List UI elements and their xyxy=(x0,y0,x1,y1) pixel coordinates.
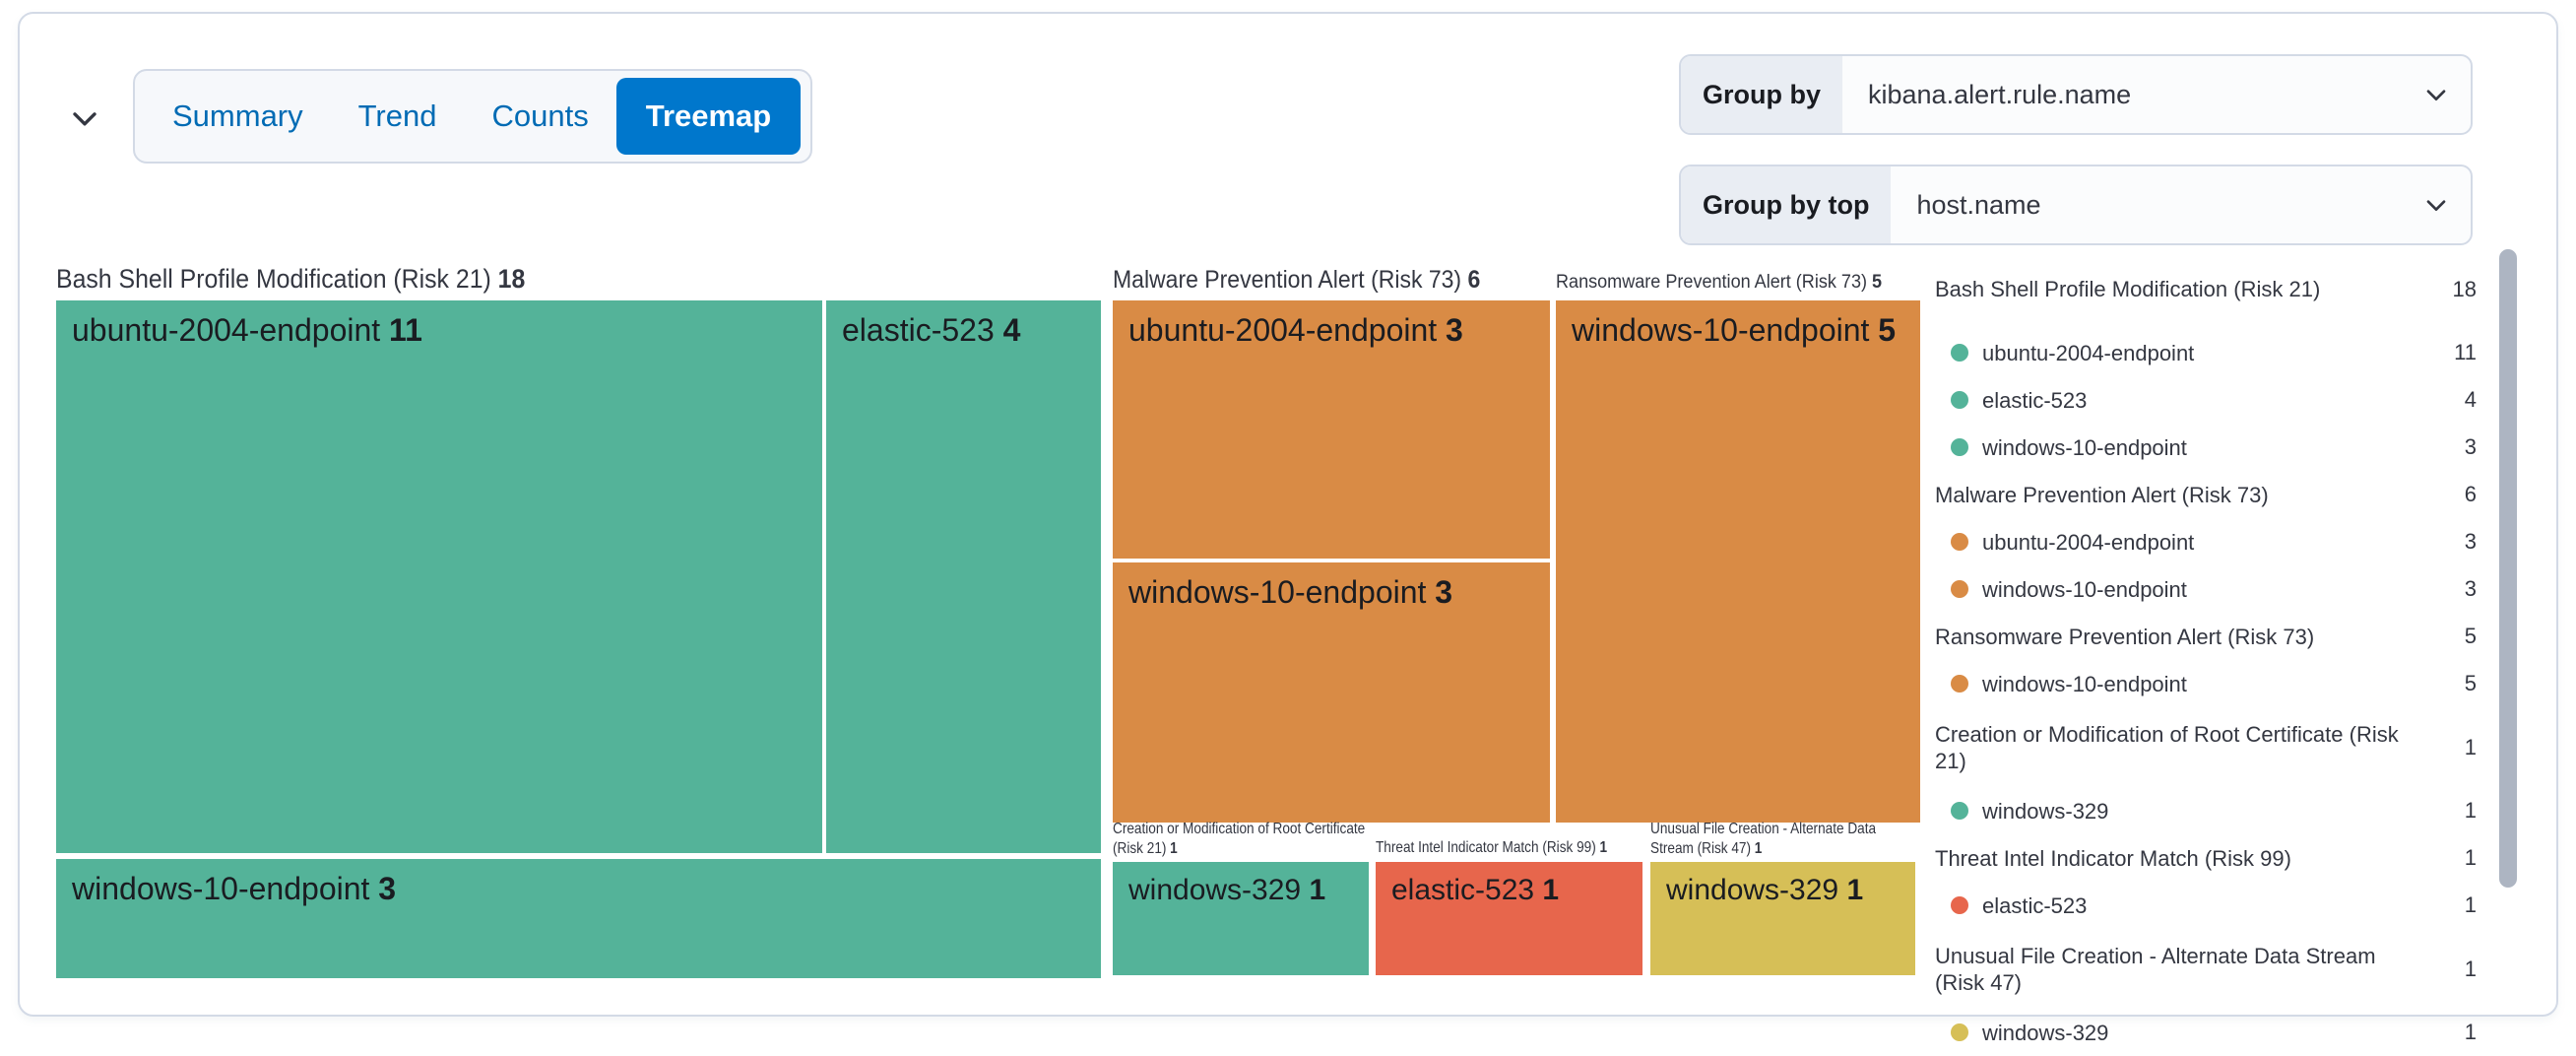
group-by-top-select: Group by top host.name xyxy=(1679,165,2473,245)
legend-color-dot-icon xyxy=(1951,344,1968,362)
treemap-group-label: Ransomware Prevention Alert (Risk 73) 5 xyxy=(1556,272,1883,293)
legend-group-row[interactable]: Malware Prevention Alert (Risk 73) 6 xyxy=(1935,471,2477,518)
treemap-cell-label: elastic-523 4 xyxy=(842,312,1021,348)
legend-group-row[interactable]: Threat Intel Indicator Match (Risk 99) 1 xyxy=(1935,834,2477,882)
treemap-cell[interactable]: windows-10-endpoint 5 xyxy=(1556,300,1920,823)
view-selector-button-group: Summary Trend Counts Treemap xyxy=(133,69,813,164)
legend-item-value: 3 xyxy=(2464,434,2477,459)
legend-color-dot-icon xyxy=(1951,533,1968,551)
treemap-cell-label: ubuntu-2004-endpoint 11 xyxy=(72,312,422,348)
treemap-cell[interactable]: windows-10-endpoint 3 xyxy=(56,859,1101,978)
legend-item-row[interactable]: windows-329 1 xyxy=(1935,1009,2477,1056)
legend-item-label: ubuntu-2004-endpoint xyxy=(1982,340,2195,365)
legend-color-dot-icon xyxy=(1951,1023,1968,1041)
legend-item-row[interactable]: windows-10-endpoint 3 xyxy=(1935,565,2477,613)
chevron-down-icon[interactable] xyxy=(2402,56,2471,133)
legend-group-value: 1 xyxy=(2464,845,2477,870)
chevron-down-icon[interactable] xyxy=(2402,166,2471,243)
group-by-value[interactable]: kibana.alert.rule.name xyxy=(1868,79,2132,109)
treemap-cell[interactable]: windows-10-endpoint 3 xyxy=(1113,562,1550,823)
tab-trend[interactable]: Trend xyxy=(331,73,465,160)
legend-group-value: 1 xyxy=(2464,956,2477,981)
treemap-group-label: Threat Intel Indicator Match (Risk 99) 1 xyxy=(1376,839,1608,856)
treemap-cell[interactable]: elastic-523 4 xyxy=(826,300,1101,853)
legend-group-value: 6 xyxy=(2464,482,2477,506)
treemap-cell-label: elastic-523 1 xyxy=(1391,874,1560,906)
treemap: Bash Shell Profile Modification (Risk 21… xyxy=(56,264,1920,978)
legend-item-label: windows-329 xyxy=(1982,798,2109,824)
tab-treemap[interactable]: Treemap xyxy=(615,78,802,155)
group-by-select: Group by kibana.alert.rule.name xyxy=(1679,54,2473,135)
legend-group-label: Unusual File Creation - Alternate Data S… xyxy=(1935,943,2376,995)
legend-item-value: 5 xyxy=(2464,671,2477,695)
group-by-top-value[interactable]: host.name xyxy=(1916,189,2041,220)
tab-counts[interactable]: Counts xyxy=(464,73,615,160)
legend-group-value: 18 xyxy=(2452,276,2477,301)
group-by-top-prepend-label: Group by top xyxy=(1681,166,1892,243)
legend-group-row[interactable]: Ransomware Prevention Alert (Risk 73) 5 xyxy=(1935,613,2477,660)
legend-item-row[interactable]: ubuntu-2004-endpoint 11 xyxy=(1935,329,2477,376)
legend-item-row[interactable]: elastic-523 4 xyxy=(1935,376,2477,424)
legend-item-label: ubuntu-2004-endpoint xyxy=(1982,529,2195,555)
legend-color-dot-icon xyxy=(1951,896,1968,914)
treemap-cell-label: windows-329 1 xyxy=(1666,874,1864,906)
legend-color-dot-icon xyxy=(1951,391,1968,409)
treemap-group-label: Bash Shell Profile Modification (Risk 21… xyxy=(56,264,526,294)
legend-group-row[interactable]: Creation or Modification of Root Certifi… xyxy=(1935,707,2477,787)
legend-item-value: 1 xyxy=(2464,892,2477,917)
legend-item-row[interactable]: windows-10-endpoint 3 xyxy=(1935,424,2477,471)
legend-color-dot-icon xyxy=(1951,675,1968,693)
legend-item-value: 1 xyxy=(2464,1020,2477,1044)
legend-group-label: Ransomware Prevention Alert (Risk 73) xyxy=(1935,624,2315,649)
group-by-prepend-label: Group by xyxy=(1681,56,1842,133)
legend-item-label: windows-10-endpoint xyxy=(1982,434,2187,460)
legend-group-label: Malware Prevention Alert (Risk 73) xyxy=(1935,482,2269,507)
legend-item-label: elastic-523 xyxy=(1982,892,2088,918)
legend-item-value: 3 xyxy=(2464,576,2477,601)
legend-item-row[interactable]: ubuntu-2004-endpoint 3 xyxy=(1935,518,2477,565)
legend-group-row[interactable]: Bash Shell Profile Modification (Risk 21… xyxy=(1935,249,2477,329)
legend-group-label: Threat Intel Indicator Match (Risk 99) xyxy=(1935,845,2291,871)
legend-item-value: 1 xyxy=(2464,798,2477,823)
legend-color-dot-icon xyxy=(1951,438,1968,456)
tab-summary[interactable]: Summary xyxy=(145,73,331,160)
legend-color-dot-icon xyxy=(1951,802,1968,820)
treemap-cell-label: ubuntu-2004-endpoint 3 xyxy=(1128,312,1463,348)
treemap-cell-label: windows-10-endpoint 3 xyxy=(1128,574,1453,610)
legend-item-label: windows-10-endpoint xyxy=(1982,576,2187,602)
treemap-group-label: Creation or Modification of Root Certifi… xyxy=(1113,821,1366,857)
legend-group-label: Creation or Modification of Root Certifi… xyxy=(1935,721,2399,773)
legend-item-value: 4 xyxy=(2464,387,2477,412)
treemap-group-label: Malware Prevention Alert (Risk 73) 6 xyxy=(1113,266,1481,294)
treemap-cell[interactable]: ubuntu-2004-endpoint 11 xyxy=(56,300,822,853)
legend-item-value: 11 xyxy=(2454,340,2477,364)
collapse-panel-button[interactable] xyxy=(61,95,108,142)
treemap-legend: Bash Shell Profile Modification (Risk 21… xyxy=(1935,249,2477,1056)
legend-item-label: windows-329 xyxy=(1982,1020,2109,1045)
treemap-cell[interactable]: windows-329 1 xyxy=(1650,862,1915,975)
legend-scrollbar-thumb[interactable] xyxy=(2499,249,2517,888)
legend-group-label: Bash Shell Profile Modification (Risk 21… xyxy=(1935,277,2321,301)
legend-item-row[interactable]: windows-329 1 xyxy=(1935,787,2477,834)
treemap-cell[interactable]: windows-329 1 xyxy=(1113,862,1369,975)
treemap-cell-label: windows-10-endpoint 5 xyxy=(1572,312,1897,348)
legend-item-label: windows-10-endpoint xyxy=(1982,671,2187,696)
treemap-cell[interactable]: elastic-523 1 xyxy=(1376,862,1642,975)
treemap-cell-label: windows-10-endpoint 3 xyxy=(72,871,397,906)
treemap-cell-label: windows-329 1 xyxy=(1128,874,1326,906)
chevron-down-icon xyxy=(65,99,104,138)
legend-group-row[interactable]: Unusual File Creation - Alternate Data S… xyxy=(1935,929,2477,1009)
legend-group-value: 5 xyxy=(2464,624,2477,648)
legend-item-row[interactable]: windows-10-endpoint 5 xyxy=(1935,660,2477,707)
legend-item-row[interactable]: elastic-523 1 xyxy=(1935,882,2477,929)
legend-group-value: 1 xyxy=(2464,734,2477,759)
treemap-group-label: Unusual File Creation - Alternate Data S… xyxy=(1650,821,1877,857)
treemap-cell[interactable]: ubuntu-2004-endpoint 3 xyxy=(1113,300,1550,559)
legend-item-label: elastic-523 xyxy=(1982,387,2088,413)
legend-color-dot-icon xyxy=(1951,580,1968,598)
legend-item-value: 3 xyxy=(2464,529,2477,554)
